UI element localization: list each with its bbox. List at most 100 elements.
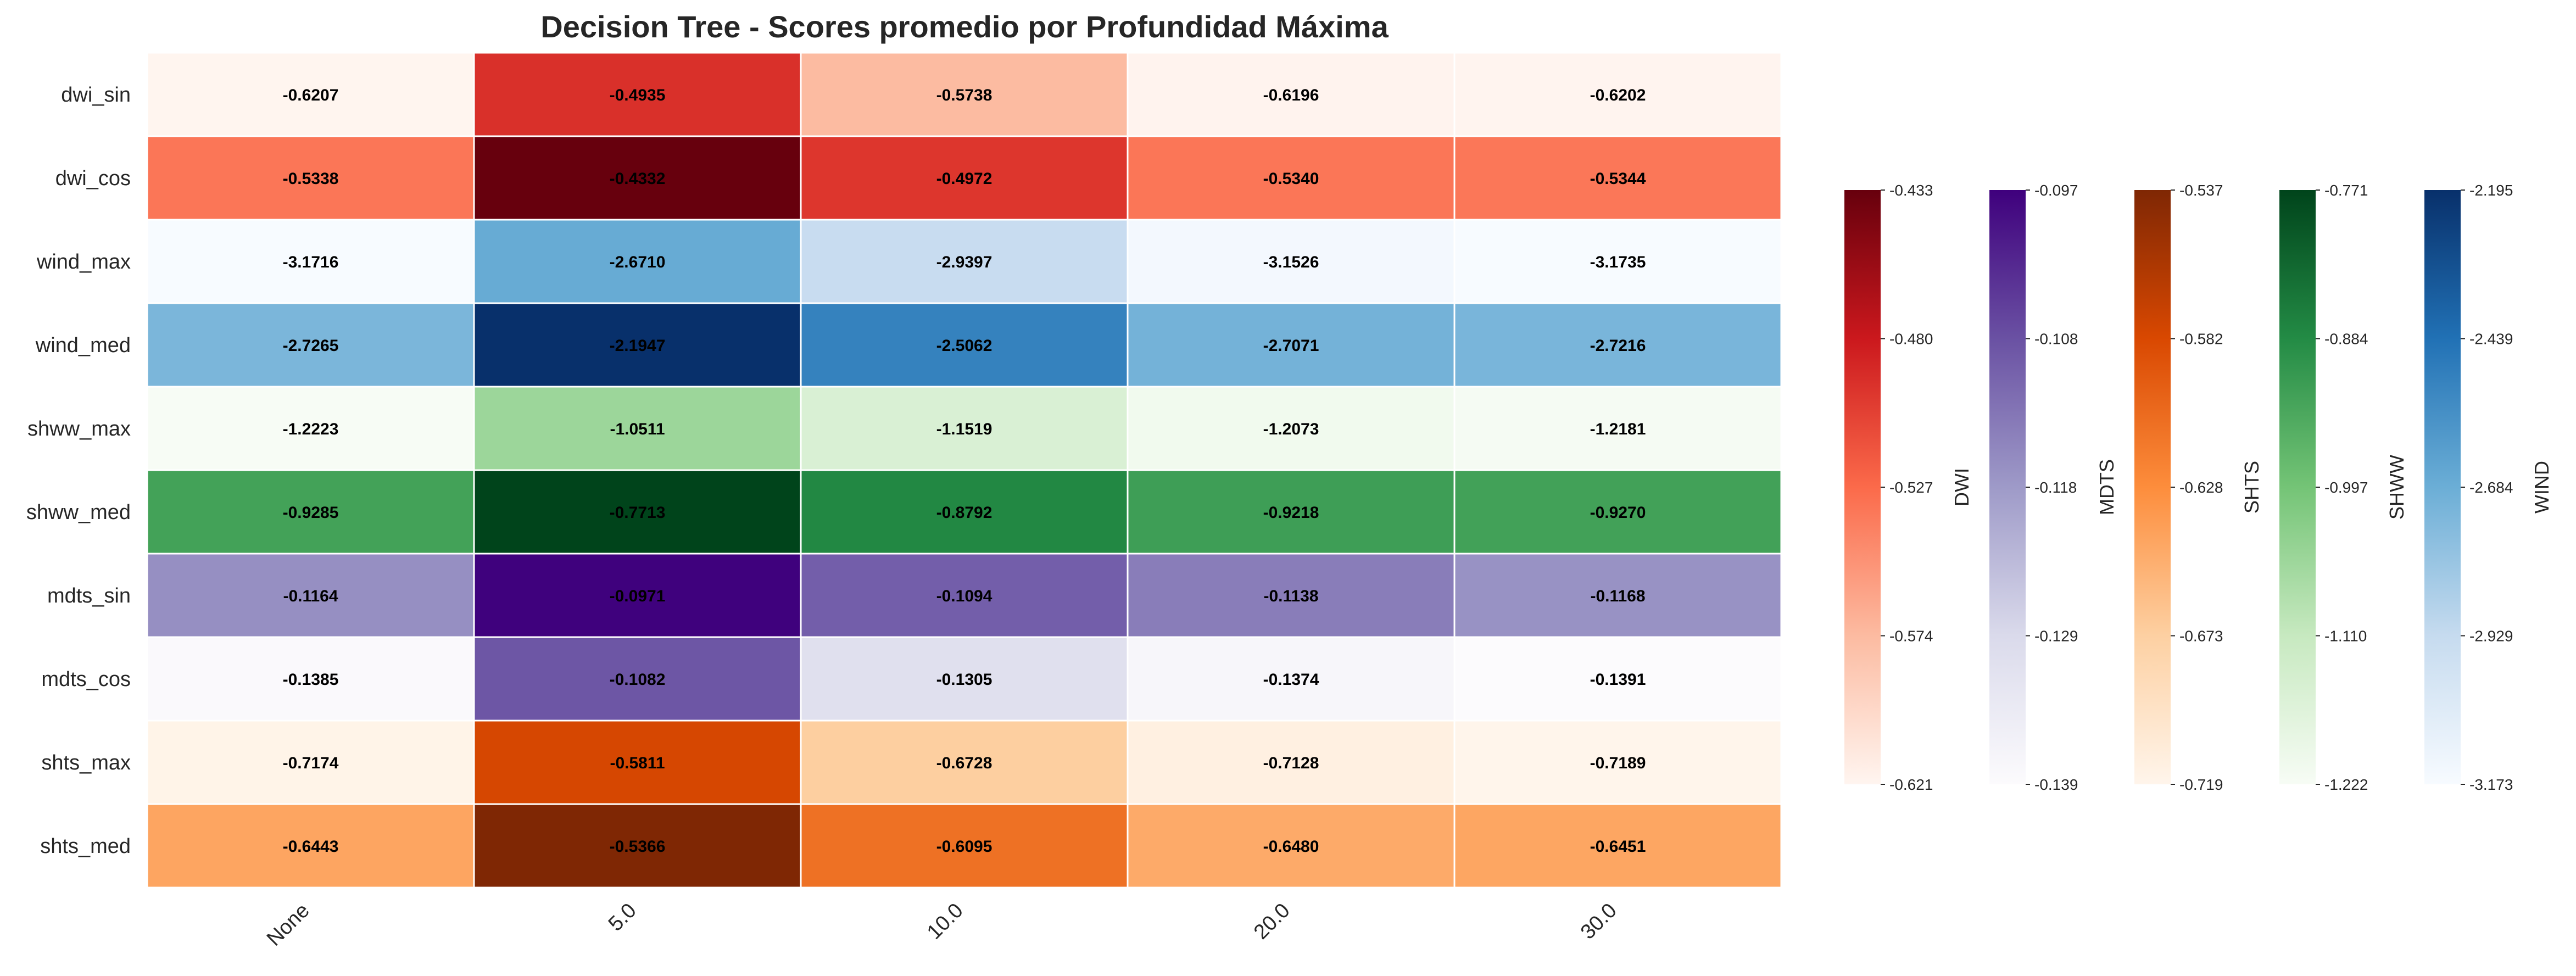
heatmap-cell-rect xyxy=(1453,720,1782,805)
colorbar-tick-label: -0.771 xyxy=(2324,182,2368,199)
colorbar-tick-label: -3.173 xyxy=(2469,776,2513,793)
row-label: dwi_sin xyxy=(61,83,131,107)
cell-value-label: -0.1305 xyxy=(936,671,993,689)
cell-value-label: -0.7174 xyxy=(283,754,339,772)
heatmap-cell-rect xyxy=(1453,553,1782,638)
heatmap-cell: -1.0511 xyxy=(473,386,802,471)
heatmap-cell: -0.1168 xyxy=(1453,553,1782,638)
heatmap-cell: -0.6207 xyxy=(146,52,475,137)
heatmap-cell: -0.5366 xyxy=(473,803,802,889)
cell-value-label: -0.4332 xyxy=(610,170,666,188)
heatmap-cell: -2.7265 xyxy=(146,302,475,388)
colorbar-tick-label: -0.997 xyxy=(2324,479,2368,496)
cell-value-label: -3.1735 xyxy=(1590,253,1646,271)
heatmap-cell: -0.0971 xyxy=(473,553,802,638)
heatmap-cell: -0.7128 xyxy=(1127,720,1456,805)
heatmap-cell: -0.6451 xyxy=(1453,803,1782,889)
heatmap-cell-rect xyxy=(146,386,475,471)
heatmap-cell: -0.1374 xyxy=(1127,636,1456,722)
heatmap-cell-rect xyxy=(1453,469,1782,555)
colorbar-label: SHWW xyxy=(2385,455,2408,520)
heatmap-cell-rect xyxy=(800,302,1129,388)
heatmap-cell: -0.7174 xyxy=(146,720,475,805)
heatmap-cell-rect xyxy=(146,302,475,388)
cell-value-label: -3.1716 xyxy=(283,253,339,271)
heatmap-cell-rect xyxy=(1453,219,1782,304)
heatmap-cell: -1.1519 xyxy=(800,386,1129,471)
colorbars: -0.433-0.480-0.527-0.574-0.621DWI-0.097-… xyxy=(1844,182,2553,793)
cell-value-label: -0.1164 xyxy=(283,587,338,605)
cell-value-label: -0.5811 xyxy=(610,754,665,772)
heatmap-cell: -0.6196 xyxy=(1127,52,1456,137)
cell-value-label: -0.4972 xyxy=(936,170,993,188)
colorbar-wind: -2.195 -2.439 -2.684 -2.929 -3.173 WIND xyxy=(2424,182,2553,793)
heatmap-cell-rect xyxy=(800,720,1129,805)
colorbar-tick-label: -2.929 xyxy=(2469,628,2513,645)
heatmap-cell: -0.1082 xyxy=(473,636,802,722)
row-label: mdts_cos xyxy=(41,668,131,691)
heatmap-cell: -0.7713 xyxy=(473,469,802,555)
heatmap-cell: -0.5340 xyxy=(1127,135,1456,221)
heatmap-cells: -0.6207 -0.4935 -0.5738 -0.6196 -0.6202 -0.53… xyxy=(146,52,1782,889)
colorbar-tick-label: -0.621 xyxy=(1889,776,1933,793)
cell-value-label: -2.9397 xyxy=(936,253,993,271)
cell-value-label: -0.6451 xyxy=(1590,838,1646,856)
cell-value-label: -0.5738 xyxy=(936,86,993,104)
colorbar-tick-label: -0.582 xyxy=(2179,331,2223,348)
heatmap-cell-rect xyxy=(1453,636,1782,722)
cell-value-label: -0.7128 xyxy=(1263,754,1319,772)
heatmap-cell: -2.6710 xyxy=(473,219,802,304)
column-label: 20.0 xyxy=(1250,899,1295,944)
heatmap-cell-rect xyxy=(146,135,475,221)
cell-value-label: -0.6443 xyxy=(283,838,339,856)
colorbar-tick-label: -2.684 xyxy=(2469,479,2513,496)
heatmap-cell: -0.1385 xyxy=(146,636,475,722)
cell-value-label: -1.2181 xyxy=(1590,420,1646,438)
row-label: dwi_cos xyxy=(55,167,131,190)
heatmap-cell-rect xyxy=(800,219,1129,304)
cell-value-label: -1.2223 xyxy=(283,420,339,438)
heatmap-cell: -0.5344 xyxy=(1453,135,1782,221)
colorbar-tick-label: -0.884 xyxy=(2324,331,2368,348)
column-label: 30.0 xyxy=(1576,899,1621,944)
row-labels: dwi_sin dwi_cos wind_max wind_med shww_maxsh… xyxy=(26,83,131,858)
heatmap-cell-rect xyxy=(800,52,1129,137)
cell-value-label: -0.1094 xyxy=(936,587,993,605)
colorbar-tick-label: -0.537 xyxy=(2179,182,2223,199)
cell-value-label: -0.5340 xyxy=(1263,170,1319,188)
heatmap-cell: -2.5062 xyxy=(800,302,1129,388)
heatmap-cell: -2.1947 xyxy=(473,302,802,388)
heatmap-cell: -0.5738 xyxy=(800,52,1129,137)
heatmap-cell-rect xyxy=(1453,302,1782,388)
heatmap-cell-rect xyxy=(473,386,802,471)
heatmap-cell-rect xyxy=(473,803,802,889)
cell-value-label: -0.6207 xyxy=(283,86,339,104)
heatmap-cell: -0.5338 xyxy=(146,135,475,221)
heatmap-cell-rect xyxy=(1127,302,1456,388)
colorbar-tick-label: -0.480 xyxy=(1889,331,1933,348)
cell-value-label: -0.6480 xyxy=(1263,838,1319,856)
colorbar-gradient xyxy=(1989,190,2026,784)
chart-title: Decision Tree - Scores promedio por Prof… xyxy=(540,9,1389,44)
row-label: shww_med xyxy=(26,501,131,524)
colorbar-tick-label: -0.108 xyxy=(2034,331,2078,348)
row-label: mdts_sin xyxy=(47,584,131,607)
heatmap-cell-rect xyxy=(800,803,1129,889)
heatmap-cell-rect xyxy=(800,135,1129,221)
colorbar-tick-label: -0.628 xyxy=(2179,479,2223,496)
colorbar-tick-label: -2.439 xyxy=(2469,331,2513,348)
heatmap-cell-rect xyxy=(473,219,802,304)
cell-value-label: -2.7071 xyxy=(1263,337,1319,355)
heatmap-cell: -0.9285 xyxy=(146,469,475,555)
cell-value-label: -0.4935 xyxy=(610,86,666,104)
cell-value-label: -3.1526 xyxy=(1263,253,1319,271)
heatmap-cell: -0.1305 xyxy=(800,636,1129,722)
heatmap-cell: -0.6095 xyxy=(800,803,1129,889)
heatmap-cell-rect xyxy=(146,553,475,638)
colorbar-gradient xyxy=(2424,190,2461,784)
cell-value-label: -0.7713 xyxy=(610,504,666,522)
column-label: 10.0 xyxy=(923,899,968,944)
row-label: wind_med xyxy=(35,334,131,357)
heatmap-cell-rect xyxy=(800,386,1129,471)
heatmap-cell-rect xyxy=(473,636,802,722)
